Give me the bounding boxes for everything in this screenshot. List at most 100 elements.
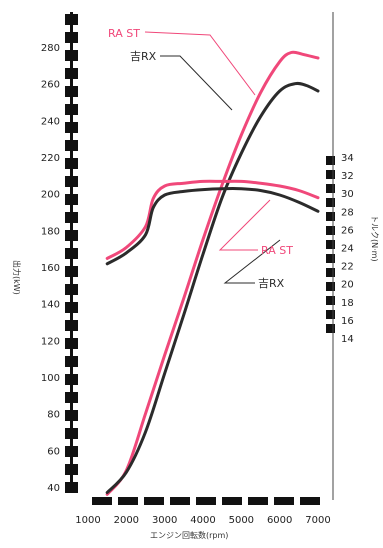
right-axis-bar-segment (326, 310, 335, 319)
y-left-tick-label: 220 (41, 153, 60, 164)
y-right-tick-label: 34 (341, 153, 354, 164)
series-line-power-ra-st (105, 50, 320, 496)
right-axis-bar-segment (326, 296, 335, 305)
left-axis-bar (65, 12, 78, 493)
left-axis-bar-segment (65, 176, 78, 187)
left-axis-bar-segment (65, 428, 78, 439)
left-axis-bar-segment (65, 140, 78, 151)
y-right-tick-label: 14 (341, 334, 354, 345)
y-left-tick-label: 60 (47, 446, 60, 457)
right-axis-bar-segment (326, 226, 335, 235)
left-axis-bar-segment (65, 446, 78, 457)
x-tick-labels: 1000 2000 3000 4000 5000 6000 7000 (75, 515, 330, 526)
left-axis-bar-segment (65, 464, 78, 475)
left-axis-bar-segment (65, 122, 78, 133)
y-right-tick-label: 24 (341, 244, 354, 255)
right-axis-bar-segment (326, 254, 335, 263)
left-axis-bar-segment (65, 482, 78, 493)
y-left-tick-label: 280 (41, 43, 60, 54)
x-tick-label: 3000 (152, 515, 177, 526)
right-axis-bar-segment (326, 156, 335, 165)
y-left-tick-label: 160 (41, 263, 60, 274)
label-power-rx: 吉RX (130, 50, 157, 63)
bottom-axis-bar-segment (196, 497, 216, 505)
left-axis-bar-segment (65, 374, 78, 385)
right-axis-bar-segment (326, 324, 335, 333)
label-torque-rx: 吉RX (258, 277, 285, 290)
x-axis-title: エンジン回転数(rpm) (150, 530, 228, 540)
x-tick-label: 2000 (114, 515, 139, 526)
x-tick-label: 4000 (190, 515, 215, 526)
y-right-tick-label: 16 (341, 316, 354, 327)
left-axis-bar-segment (65, 230, 78, 241)
left-axis-bar-segment (65, 266, 78, 277)
y-right-tick-label: 26 (341, 225, 354, 236)
right-axis-bar-segment (326, 170, 335, 179)
left-axis-bar-segment (65, 320, 78, 331)
leader-power-rx (160, 55, 233, 111)
right-axis-bar-segment (326, 282, 335, 291)
right-axis-bar-segment (326, 212, 335, 221)
left-axis-bar-segment (65, 68, 78, 79)
series-line-power-rx (105, 81, 320, 494)
series-line-torque-rx (105, 187, 320, 266)
bottom-axis-bar-segment (118, 497, 138, 505)
left-axis-bar-segment (65, 194, 78, 205)
x-tick-label: 5000 (229, 515, 254, 526)
leader-torque-rx (223, 239, 281, 284)
y-right-tick-label: 18 (341, 298, 354, 309)
y-left-tick-label: 80 (47, 410, 60, 421)
bottom-axis-bar-segment (144, 497, 164, 505)
bottom-axis-bar-segment (170, 497, 190, 505)
y-left-tick-label: 180 (41, 226, 60, 237)
left-axis-bar-segment (65, 284, 78, 295)
left-axis-bar-segment (65, 212, 78, 223)
bottom-axis-bar-segment (274, 497, 294, 505)
left-axis-bar-segment (65, 392, 78, 403)
bottom-axis-bar-segment (92, 497, 112, 505)
label-torque-ra: RA ST (261, 244, 293, 257)
bottom-axis-bar (92, 497, 320, 505)
right-axis-bar-segment (326, 184, 335, 193)
left-axis-bar-segment (65, 86, 78, 97)
left-axis-bar-segment (65, 248, 78, 259)
y-left-tick-label: 260 (41, 80, 60, 91)
right-axis-bar-segment (326, 240, 335, 249)
right-axis-bar-segment (326, 198, 335, 207)
x-tick-label: 7000 (305, 515, 330, 526)
left-axis-bar-segment (65, 50, 78, 61)
left-axis-bar-segment (65, 302, 78, 313)
y-right-tick-label: 20 (341, 280, 354, 291)
y-right-axis-title: トルク(N·m) (370, 215, 379, 262)
label-power-ra: RA ST (108, 27, 140, 40)
x-tick-label: 1000 (75, 515, 100, 526)
y-right-tick-label: 22 (341, 262, 354, 273)
left-axis-bar-segment (65, 32, 78, 43)
y-right-tick-labels: 14 16 18 20 22 24 26 28 30 32 34 (341, 153, 354, 345)
leader-power-ra (144, 31, 256, 96)
bottom-axis-bar-segment (248, 497, 268, 505)
left-axis-bar-segment (65, 158, 78, 169)
y-right-tick-label: 28 (341, 207, 354, 218)
series-line-torque-ra-st (105, 179, 320, 260)
right-axis-bar-segment (326, 268, 335, 277)
y-left-tick-label: 40 (47, 483, 60, 494)
left-axis-bar-segment (65, 104, 78, 115)
left-axis-bar-segment (65, 410, 78, 421)
bottom-axis-bar-segment (300, 497, 320, 505)
y-left-tick-labels: 40 60 80 100 120 140 160 180 200 220 240 260 280 (41, 43, 60, 494)
series-curves (105, 50, 320, 496)
x-tick-label: 6000 (267, 515, 292, 526)
y-right-tick-label: 30 (341, 189, 354, 200)
left-axis-bar-segment (65, 356, 78, 367)
y-right-tick-label: 32 (341, 171, 354, 182)
y-left-tick-label: 240 (41, 116, 60, 127)
bottom-axis-bar-segment (222, 497, 242, 505)
label-leader-lines (144, 31, 281, 284)
y-left-tick-label: 140 (41, 300, 60, 311)
left-axis-bar-segment (65, 338, 78, 349)
y-left-axis-title: 出力(kW) (12, 260, 22, 295)
y-left-tick-label: 120 (41, 336, 60, 347)
y-left-tick-label: 200 (41, 190, 60, 201)
